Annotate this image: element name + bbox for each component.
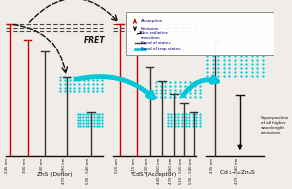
Text: Absorption: Absorption (141, 19, 164, 23)
Text: Band of trap states: Band of trap states (141, 47, 180, 51)
Text: FRET: FRET (84, 36, 105, 45)
Text: 470 - 540 nm: 470 - 540 nm (235, 158, 239, 184)
Text: ZnS (Donor): ZnS (Donor) (36, 172, 72, 177)
Text: 530 - 540 nm: 530 - 540 nm (189, 158, 192, 184)
Text: $\mathrm{Cd}_{(1-x)}\mathrm{Zn}_x\mathrm{S}$: $\mathrm{Cd}_{(1-x)}\mathrm{Zn}_x\mathrm… (219, 169, 256, 177)
Text: 530 - 540 nm: 530 - 540 nm (86, 158, 90, 184)
Text: 520 nm: 520 nm (115, 158, 119, 173)
Text: Superposition
of all higher
wavelength
emissions: Superposition of all higher wavelength e… (261, 116, 289, 135)
Text: 430 nm: 430 nm (145, 158, 149, 173)
Text: 300 nm: 300 nm (22, 158, 27, 173)
Text: 245 nm: 245 nm (6, 158, 9, 173)
Text: 510 - 520 nm: 510 - 520 nm (179, 158, 183, 184)
Text: 215 nm: 215 nm (132, 158, 136, 173)
Text: 440 - 450 nm: 440 - 450 nm (157, 158, 161, 184)
Text: 470 - 490 nm: 470 - 490 nm (62, 158, 66, 184)
Text: Non-radiative
transition: Non-radiative transition (141, 31, 169, 40)
Text: 470 - 490 nm: 470 - 490 nm (169, 158, 173, 184)
FancyBboxPatch shape (126, 12, 274, 56)
Text: 440 nm: 440 nm (40, 158, 44, 173)
Text: Band of states: Band of states (141, 41, 171, 45)
Text: CdS (Acceptor): CdS (Acceptor) (132, 172, 177, 177)
Text: 435 nm: 435 nm (211, 158, 215, 173)
Text: Emission: Emission (141, 27, 159, 31)
